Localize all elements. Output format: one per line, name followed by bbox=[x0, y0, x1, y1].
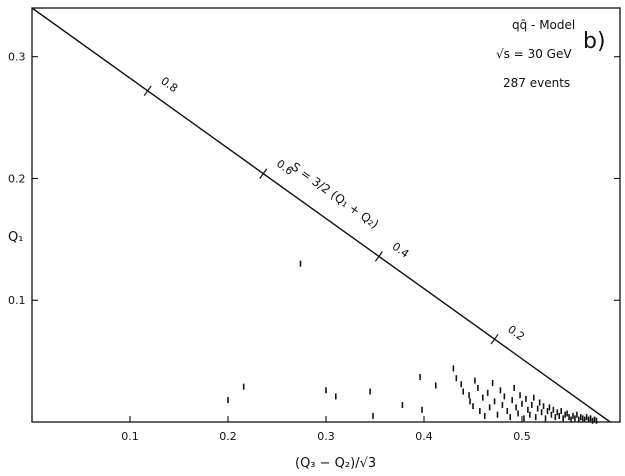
boundary-tick bbox=[143, 85, 152, 97]
y-axis-label: Q₁ bbox=[8, 230, 23, 245]
x-tick-label: 0.1 bbox=[121, 430, 139, 443]
boundary-tick-label: 0.2 bbox=[505, 323, 527, 344]
x-tick-label: 0.2 bbox=[219, 430, 237, 443]
energy-annotation: √s = 30 GeV bbox=[496, 47, 572, 61]
boundary-group: 0.80.60.40.2S = 3/2 (Q₁ + Q₂) bbox=[31, 7, 611, 423]
boundary-tick bbox=[374, 251, 383, 262]
y-tick-label: 0.3 bbox=[8, 51, 26, 64]
x-tick-label: 0.4 bbox=[415, 430, 433, 443]
axes: 0.1 0.2 0.3 0.4 0.5 0.1 0.2 0.3 bbox=[8, 7, 621, 443]
data-points bbox=[227, 260, 598, 424]
boundary-tick-label: 0.4 bbox=[390, 240, 412, 261]
x-tick-label: 0.3 bbox=[317, 430, 335, 443]
x-axis-label: (Q₃ − Q₂)/√3 bbox=[295, 456, 376, 471]
boundary-line bbox=[31, 7, 611, 423]
model-annotation: qq̄ - Model bbox=[512, 18, 575, 32]
boundary-tick bbox=[259, 168, 268, 179]
panel-label: b) bbox=[583, 29, 606, 54]
y-tick-label: 0.1 bbox=[8, 294, 26, 307]
boundary-tick bbox=[490, 333, 499, 345]
plot-frame bbox=[31, 7, 621, 423]
x-tick-label: 0.5 bbox=[513, 430, 531, 443]
boundary-formula: S = 3/2 (Q₁ + Q₂) bbox=[289, 160, 382, 232]
y-tick-label: 0.2 bbox=[8, 172, 26, 185]
boundary-tick-label: 0.8 bbox=[158, 74, 180, 95]
events-annotation: 287 events bbox=[503, 76, 570, 90]
